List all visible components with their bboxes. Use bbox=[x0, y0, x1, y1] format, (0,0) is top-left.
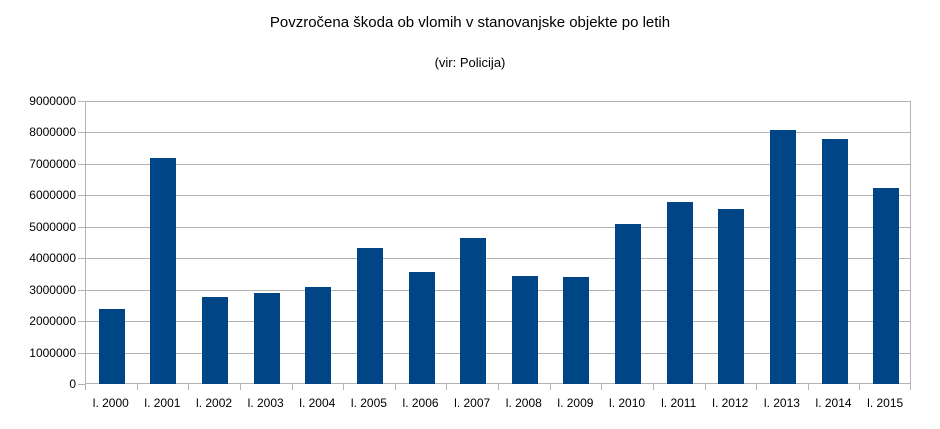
y-tick-label: 7000000 bbox=[29, 156, 76, 171]
bar bbox=[873, 187, 900, 384]
x-tick-label: l. 2015 bbox=[867, 396, 904, 410]
x-tick bbox=[756, 384, 758, 390]
bar bbox=[769, 130, 796, 384]
x-tick-label: l. 2004 bbox=[299, 396, 336, 410]
x-tick-label: l. 2007 bbox=[454, 396, 491, 410]
gridline bbox=[86, 195, 910, 197]
bar bbox=[305, 286, 332, 384]
y-tick bbox=[78, 101, 85, 102]
x-tick-label: l. 2009 bbox=[557, 396, 594, 410]
x-tick bbox=[704, 384, 706, 390]
x-tick-label: l. 2001 bbox=[144, 396, 181, 410]
plot-area bbox=[85, 101, 911, 384]
x-tick bbox=[549, 384, 551, 390]
x-tick bbox=[910, 384, 911, 390]
x-tick bbox=[188, 384, 190, 390]
bar bbox=[253, 293, 280, 384]
bar bbox=[408, 272, 435, 384]
y-tick-label: 0 bbox=[69, 377, 76, 391]
bar bbox=[511, 275, 538, 384]
x-tick bbox=[136, 384, 138, 390]
bar bbox=[615, 223, 642, 384]
bar bbox=[356, 247, 383, 384]
y-tick-label: 6000000 bbox=[29, 188, 76, 203]
gridline bbox=[86, 321, 910, 323]
x-tick-label: l. 2002 bbox=[196, 396, 233, 410]
bar bbox=[821, 138, 848, 384]
y-tick bbox=[78, 163, 85, 165]
chart-subtitle: (vir: Policija) bbox=[434, 55, 506, 70]
bar bbox=[563, 276, 590, 384]
x-tick-label: l. 2003 bbox=[247, 396, 284, 410]
gridline bbox=[86, 258, 910, 260]
x-tick-label: l. 2014 bbox=[815, 396, 852, 410]
x-tick bbox=[807, 384, 809, 390]
chart-title: Povzročena škoda ob vlomih v stanovanjsk… bbox=[269, 14, 671, 31]
y-tick bbox=[78, 226, 85, 228]
bar bbox=[150, 157, 177, 384]
y-tick-label: 1000000 bbox=[29, 345, 76, 360]
x-tick bbox=[291, 384, 293, 390]
y-tick bbox=[78, 132, 85, 134]
bar bbox=[202, 296, 229, 384]
y-tick bbox=[78, 384, 85, 385]
x-tick-label: l. 2012 bbox=[712, 396, 749, 410]
bar bbox=[718, 209, 745, 384]
y-tick bbox=[78, 321, 85, 323]
bar bbox=[98, 308, 125, 384]
bar bbox=[666, 201, 693, 384]
y-tick bbox=[78, 289, 85, 291]
x-tick bbox=[394, 384, 396, 390]
y-tick bbox=[78, 352, 85, 354]
x-tick bbox=[652, 384, 654, 390]
x-tick bbox=[498, 384, 499, 390]
x-tick-label: l. 2013 bbox=[763, 396, 800, 410]
bar bbox=[460, 237, 487, 384]
gridline bbox=[86, 132, 910, 134]
gridline bbox=[86, 352, 910, 354]
gridline bbox=[86, 163, 910, 165]
y-tick-label: 8000000 bbox=[29, 125, 76, 140]
x-tick-label: l. 2005 bbox=[350, 396, 387, 410]
x-tick-label: l. 2006 bbox=[402, 396, 439, 410]
x-tick-label: l. 2010 bbox=[609, 396, 646, 410]
y-tick-label: 3000000 bbox=[29, 282, 76, 297]
x-tick bbox=[601, 384, 603, 390]
y-tick-label: 5000000 bbox=[29, 219, 76, 234]
x-tick bbox=[859, 384, 861, 390]
y-tick-label: 4000000 bbox=[29, 251, 76, 266]
x-tick-label: l. 2000 bbox=[92, 396, 129, 410]
y-tick-label: 9000000 bbox=[29, 94, 76, 108]
x-tick bbox=[343, 384, 345, 390]
x-tick-label: l. 2011 bbox=[661, 396, 697, 410]
gridline bbox=[86, 226, 910, 228]
x-tick bbox=[446, 384, 448, 390]
x-tick-label: l. 2008 bbox=[505, 396, 542, 410]
x-tick bbox=[85, 384, 86, 390]
gridline bbox=[86, 289, 910, 291]
y-tick bbox=[78, 258, 85, 260]
y-tick-label: 2000000 bbox=[29, 314, 76, 329]
x-tick bbox=[239, 384, 241, 390]
y-tick bbox=[78, 195, 85, 197]
